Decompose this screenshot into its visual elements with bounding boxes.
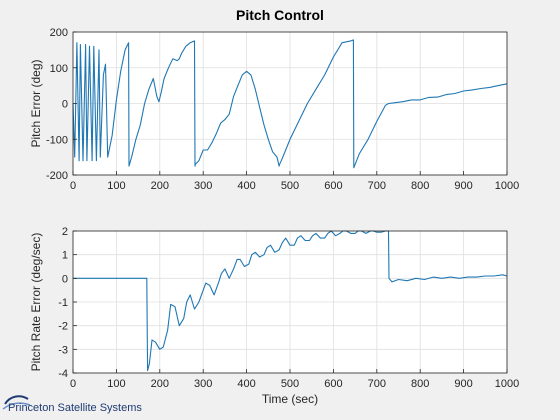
y-axis-label: Pitch Rate Error (deg/sec) — [29, 233, 43, 372]
x-tick-label: 100 — [107, 378, 125, 390]
x-tick-label: 200 — [151, 378, 169, 390]
y-tick-label: -3 — [58, 344, 68, 356]
logo-swoosh-icon — [2, 402, 31, 410]
x-tick-label: 400 — [237, 180, 255, 192]
y-tick-label: 200 — [50, 27, 68, 39]
series-line-0 — [73, 230, 508, 372]
bottom-axes-pitch-rate-error: 0 100 200 300 400 500 600 700 800 900 1000 -4 -3 -2 -1… — [29, 226, 519, 406]
x-tick-label: 300 — [194, 378, 212, 390]
x-tick-label: 0 — [70, 180, 76, 192]
x-tick-label: 100 — [107, 180, 125, 192]
x-tick-label: 900 — [454, 180, 472, 192]
company-logo: Princeton Satellite Systems — [2, 395, 142, 414]
x-tick-label: 500 — [281, 378, 299, 390]
logo-swoosh-icon — [4, 395, 29, 405]
x-tick-label: 600 — [324, 378, 342, 390]
figure-title: Pitch Control — [236, 7, 324, 23]
y-tick-label: -1 — [58, 297, 68, 309]
y-tick-label: 2 — [62, 226, 68, 238]
logo-text: Princeton Satellite Systems — [8, 402, 142, 414]
y-axis-label: Pitch Error (deg) — [29, 59, 43, 147]
series-line-0 — [72, 39, 508, 169]
x-tick-label: 1000 — [495, 180, 519, 192]
x-tick-label: 200 — [151, 180, 169, 192]
x-tick-label: 700 — [368, 180, 386, 192]
x-tick-label: 1000 — [495, 378, 519, 390]
y-tick-label: -200 — [46, 170, 68, 182]
top-axes-pitch-error: 0 100 200 300 400 500 600 700 800 900 1000-200-100… — [29, 27, 519, 192]
y-tick-label: 1 — [62, 250, 68, 262]
y-tick-label: -2 — [58, 321, 68, 333]
y-tick-label: 0 — [62, 273, 68, 285]
x-tick-label: 500 — [281, 180, 299, 192]
x-tick-label: 600 — [324, 180, 342, 192]
x-tick-label: 800 — [411, 180, 429, 192]
y-tick-label: -4 — [58, 368, 68, 380]
y-tick-label: 100 — [50, 63, 68, 75]
x-axis-label: Time (sec) — [262, 392, 318, 406]
x-tick-label: 900 — [454, 378, 472, 390]
x-tick-label: 700 — [368, 378, 386, 390]
x-tick-label: 0 — [70, 378, 76, 390]
x-tick-label: 400 — [237, 378, 255, 390]
y-tick-label: -100 — [46, 134, 68, 146]
x-tick-label: 800 — [411, 378, 429, 390]
x-tick-label: 300 — [194, 180, 212, 192]
y-tick-label: 0 — [62, 99, 68, 111]
